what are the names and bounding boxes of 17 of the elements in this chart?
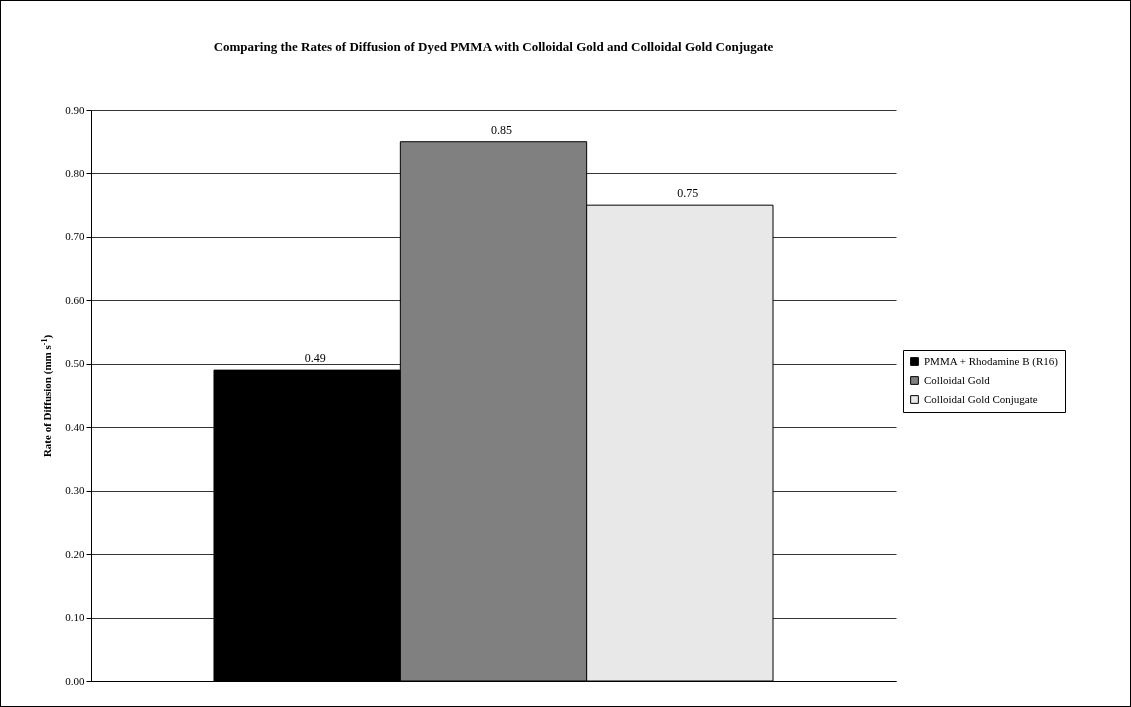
data-label: 0.85 bbox=[491, 122, 512, 137]
legend-label: Colloidal Gold Conjugate bbox=[924, 392, 1038, 405]
y-tick-label: 0.00 bbox=[65, 674, 85, 687]
y-tick-label: 0.20 bbox=[65, 547, 85, 560]
legend-label: Colloidal Gold bbox=[924, 373, 991, 386]
y-tick-label: 0.10 bbox=[65, 611, 85, 624]
data-label: 0.49 bbox=[304, 351, 326, 366]
chart-title: Comparing the Rates of Diffusion of Dyed PMMA with Colloidal Gold and Colloidal Gold Conjugate bbox=[213, 39, 774, 54]
y-tick-label: 0.80 bbox=[65, 166, 85, 179]
legend-label: PMMA + Rhodamine B (R16) bbox=[924, 354, 1059, 368]
data-label: 0.75 bbox=[677, 186, 699, 201]
y-tick-label: 0.60 bbox=[65, 293, 85, 306]
y-tick-label: 0.90 bbox=[65, 103, 85, 116]
y-tick-label: 0.50 bbox=[65, 357, 85, 370]
y-tick-label: 0.70 bbox=[65, 230, 85, 243]
y-tick-label: 0.40 bbox=[65, 420, 85, 433]
y-tick-label: 0.30 bbox=[65, 484, 85, 497]
